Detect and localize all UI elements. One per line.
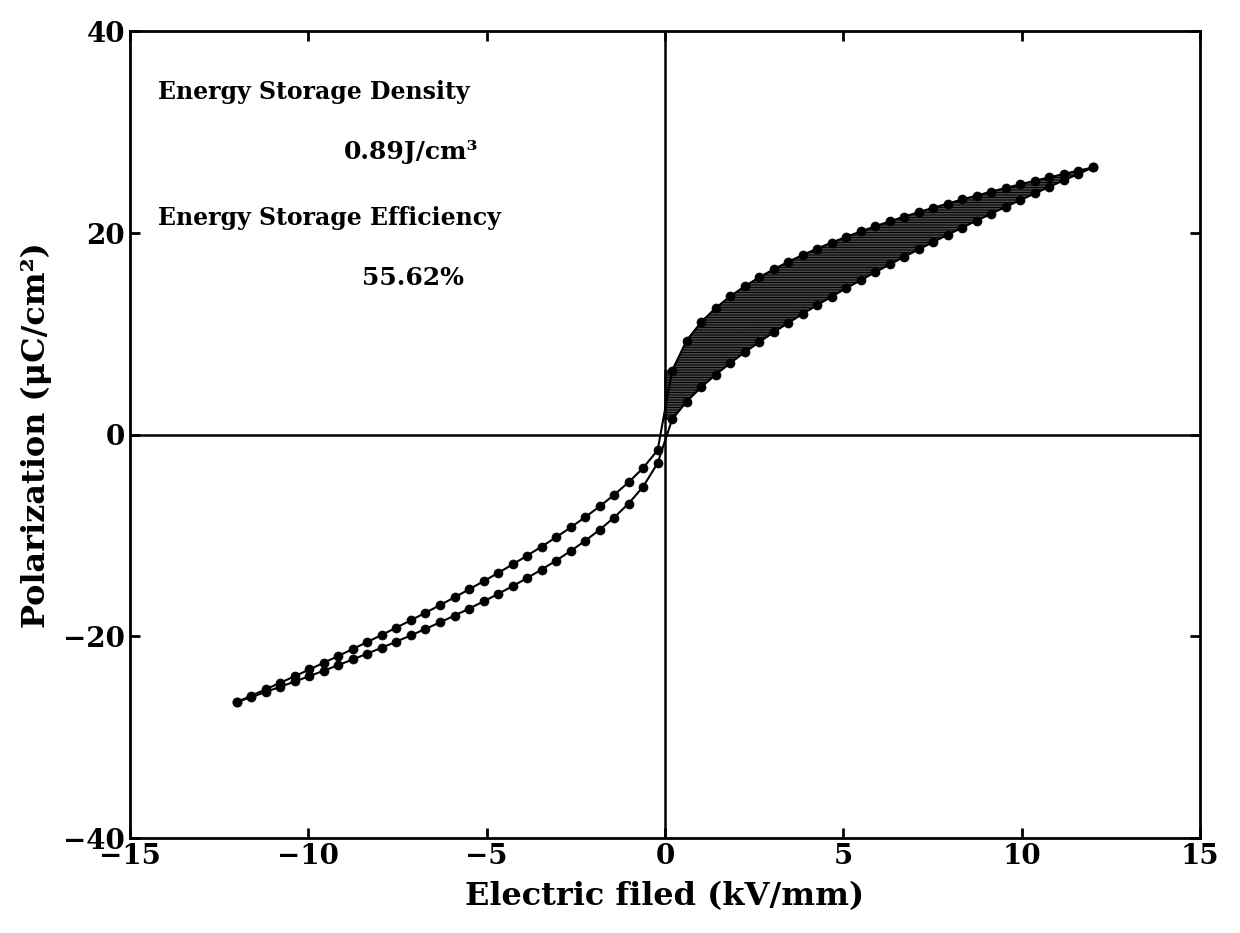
X-axis label: Electric filed (kV/mm): Electric filed (kV/mm) xyxy=(465,881,864,912)
Text: Energy Storage Density: Energy Storage Density xyxy=(159,80,470,104)
Y-axis label: Polarization (μC/cm²): Polarization (μC/cm²) xyxy=(21,242,52,628)
Text: 55.62%: 55.62% xyxy=(362,267,464,290)
Text: Energy Storage Efficiency: Energy Storage Efficiency xyxy=(159,206,501,230)
Text: 0.89J/cm³: 0.89J/cm³ xyxy=(343,140,479,164)
